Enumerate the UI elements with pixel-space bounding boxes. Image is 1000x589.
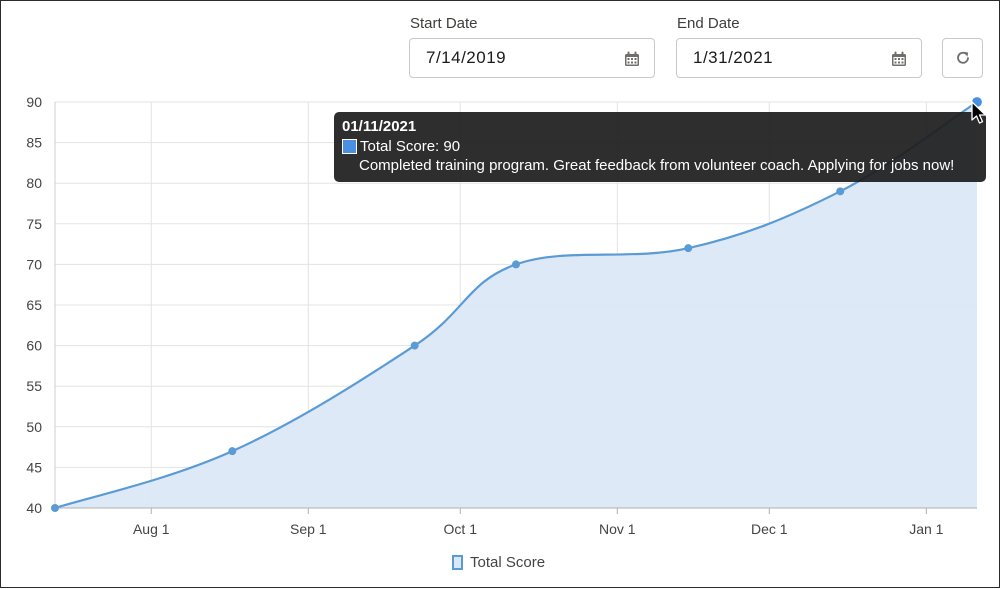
y-tick-label: 55 [26, 378, 42, 394]
calendar-icon[interactable] [891, 51, 907, 67]
series-area [55, 102, 977, 508]
y-tick-label: 80 [26, 175, 42, 191]
tooltip-date: 01/11/2021 [342, 118, 417, 135]
y-tick-label: 65 [26, 297, 42, 313]
x-tick-label: Nov 1 [599, 521, 636, 537]
y-tick-label: 60 [26, 338, 42, 354]
start-date-input[interactable]: 7/14/2019 [409, 38, 655, 78]
data-point[interactable] [512, 260, 520, 269]
calendar-icon[interactable] [624, 51, 640, 67]
y-tick-label: 50 [26, 419, 42, 435]
y-tick-label: 85 [26, 135, 42, 151]
refresh-icon [956, 51, 969, 64]
y-tick-label: 90 [26, 94, 42, 110]
legend-label: Total Score [470, 554, 546, 571]
y-tick-label: 75 [26, 216, 42, 232]
chart-legend[interactable]: Total Score [452, 554, 545, 571]
x-tick-label: Sep 1 [290, 521, 327, 537]
start-date-value: 7/14/2019 [426, 48, 507, 67]
x-tick-label: Oct 1 [444, 521, 478, 537]
x-tick-label: Jan 1 [909, 521, 943, 537]
legend-swatch [452, 555, 463, 570]
end-date-label: End Date [677, 15, 740, 32]
refresh-button[interactable] [942, 38, 983, 78]
x-tick-label: Dec 1 [751, 521, 788, 537]
tooltip-series-swatch [342, 139, 357, 154]
y-tick-label: 40 [26, 500, 42, 516]
y-tick-label: 70 [26, 256, 42, 272]
tooltip-score: Total Score: 90 [360, 138, 461, 155]
chart-tooltip: 01/11/2021 Total Score: 90 Completed tra… [334, 112, 986, 182]
start-date-label: Start Date [410, 15, 478, 32]
data-point[interactable] [410, 341, 419, 350]
end-date-value: 1/31/2021 [693, 48, 774, 67]
chart-axes: 40 45 50 55 60 65 70 75 80 85 90 Aug 1 Sep 1 Oct 1 Nov… [26, 94, 977, 537]
y-tick-label: 45 [26, 459, 42, 475]
end-date-input[interactable]: 1/31/2021 [676, 38, 922, 78]
data-point[interactable] [836, 187, 845, 196]
data-point[interactable] [51, 504, 59, 512]
data-point[interactable] [684, 244, 693, 253]
tooltip-score-row: Total Score: 90 [342, 138, 978, 155]
x-tick-label: Aug 1 [133, 521, 170, 537]
data-point[interactable] [228, 447, 237, 456]
tooltip-note: Completed training program. Great feedba… [359, 157, 955, 174]
mouse-cursor-icon [971, 101, 987, 124]
